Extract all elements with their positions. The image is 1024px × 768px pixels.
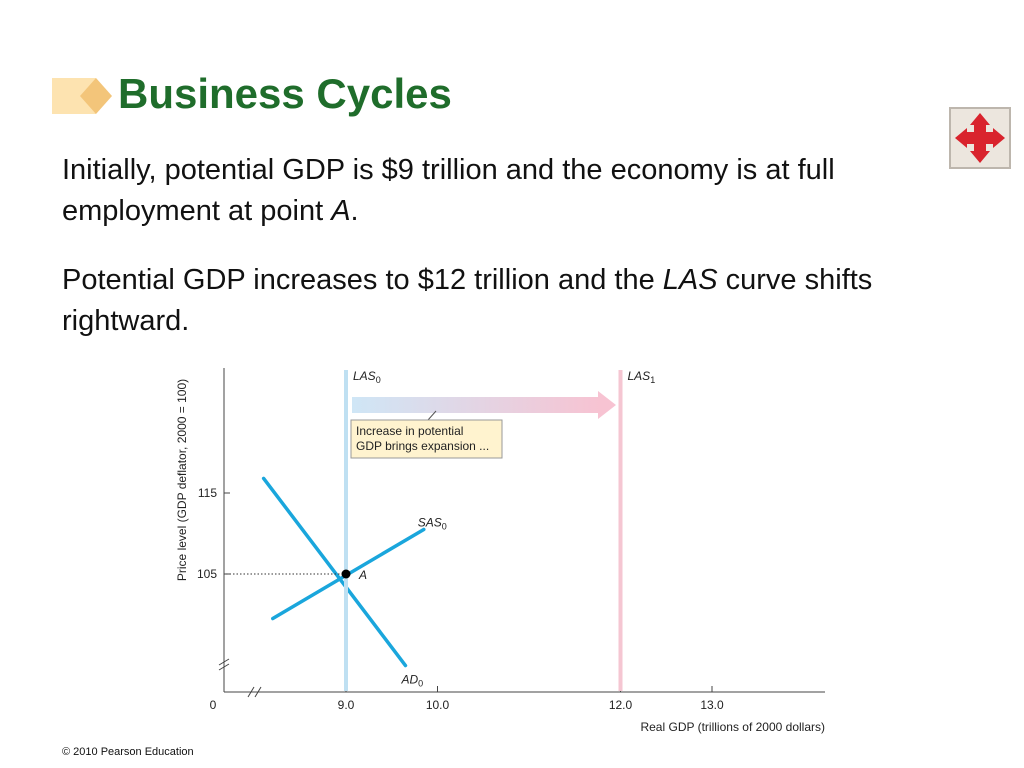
annotation-leader [427, 410, 437, 421]
equilibrium-point-a [341, 569, 351, 579]
plot-area: 9.0 10.0 12.0 13.0 105 115 AD0 SAS0 LAS0 LAS1 A [197, 369, 724, 712]
series-sas0-label: SAS0 [418, 515, 447, 531]
paragraph-increase-text: Potential GDP increases to $12 trillion … [62, 264, 663, 296]
series-ad0-line [261, 476, 408, 668]
y-axis-break [218, 658, 230, 671]
y-axis-label: Price level (GDP deflator, 2000 = 100) [175, 379, 189, 581]
page-title: Business Cycles [118, 70, 452, 117]
annotation-line-1: Increase in potential [356, 424, 463, 438]
title-decoration-icon [52, 78, 112, 114]
chart-axes [218, 368, 825, 698]
series-ad0-label: AD0 [400, 673, 423, 689]
annotation-box [350, 419, 503, 459]
shift-arrow [352, 391, 616, 419]
point-a-italic: A [331, 195, 351, 227]
x-tick-label-3: 13.0 [700, 698, 724, 712]
series-las0-label: LAS0 [353, 369, 381, 385]
paragraph-increase-end: curve shifts rightward. [62, 264, 873, 337]
x-axis-label: Real GDP (trillions of 2000 dollars) [640, 720, 825, 734]
x-tick-label-0: 9.0 [338, 698, 355, 712]
paragraph-increase: Potential GDP increases to $12 trillion … [62, 260, 922, 342]
las-italic: LAS [662, 264, 718, 296]
y-tick-label-1: 115 [198, 486, 217, 500]
series-las1-label: LAS1 [628, 369, 656, 385]
x-origin-label: 0 [210, 698, 217, 712]
x-tick-label-2: 12.0 [609, 698, 633, 712]
x-tick-label-1: 10.0 [426, 698, 450, 712]
equilibrium-point-label: A [358, 568, 367, 582]
paragraph-initial: Initially, potential GDP is $9 trillion … [62, 150, 922, 232]
copyright-footer: © 2010 Pearson Education [62, 746, 194, 758]
x-axis-break [247, 686, 262, 698]
annotation-line-2: GDP brings expansion ... [356, 439, 489, 453]
paragraph-initial-text: Initially, potential GDP is $9 trillion … [62, 154, 835, 227]
four-way-arrows-icon[interactable] [949, 107, 1011, 169]
y-tick-label-0: 105 [197, 567, 217, 581]
paragraph-initial-end: . [350, 195, 359, 227]
